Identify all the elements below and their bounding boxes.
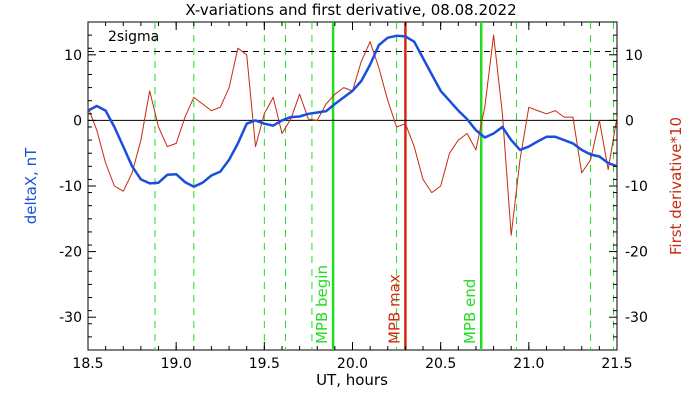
- series-line-derivative: [87, 34, 618, 236]
- y-tick-label: 10: [64, 48, 82, 64]
- event-label-mpb-end: MPB end: [461, 279, 479, 344]
- x-tick-label: 20.0: [337, 356, 368, 372]
- x-tick-label: 21.0: [513, 356, 544, 372]
- y-tick-label: -20: [625, 245, 648, 261]
- series-line-deltax: [87, 34, 618, 188]
- x-tick-label: 20.5: [425, 356, 456, 372]
- event-markers: MPB begin MPB max MPB end: [154, 22, 614, 350]
- y-axis-left: 10 0 -10 -20 -30: [59, 21, 96, 351]
- x-axis-title: UT, hours: [316, 371, 388, 389]
- x-tick-label: 21.5: [601, 356, 632, 372]
- plot-frame: [87, 21, 618, 351]
- y-axis-right: 10 0 -10 -20 -30: [609, 21, 648, 351]
- sigma-label: 2sigma: [108, 29, 159, 45]
- event-label-mpb-max: MPB max: [385, 274, 403, 344]
- y-tick-label: -30: [59, 310, 82, 326]
- y-tick-label: -10: [59, 179, 82, 195]
- y-tick-label: -10: [625, 179, 648, 195]
- x-tick-label: 19.5: [249, 356, 280, 372]
- reference-lines: [88, 51, 617, 121]
- y-tick-label: -20: [59, 245, 82, 261]
- y-tick-label: 0: [625, 113, 634, 129]
- chart-title: X-variations and first derivative, 08.08…: [185, 1, 516, 19]
- x-tick-label: 19.0: [161, 356, 192, 372]
- x-tick-label: 18.5: [72, 356, 103, 372]
- y-axis-right-title: First derivative*10: [667, 117, 685, 255]
- event-label-mpb-begin: MPB begin: [313, 265, 331, 344]
- x-axis: 18.5 19.0 19.5 20.0 20.5 21.0 21.5: [72, 22, 633, 372]
- y-tick-label: 10: [625, 48, 643, 64]
- y-axis-left-title: deltaX, nT: [22, 147, 40, 224]
- y-tick-label: 0: [73, 113, 82, 129]
- y-tick-label: -30: [625, 310, 648, 326]
- series-layer: [87, 34, 618, 236]
